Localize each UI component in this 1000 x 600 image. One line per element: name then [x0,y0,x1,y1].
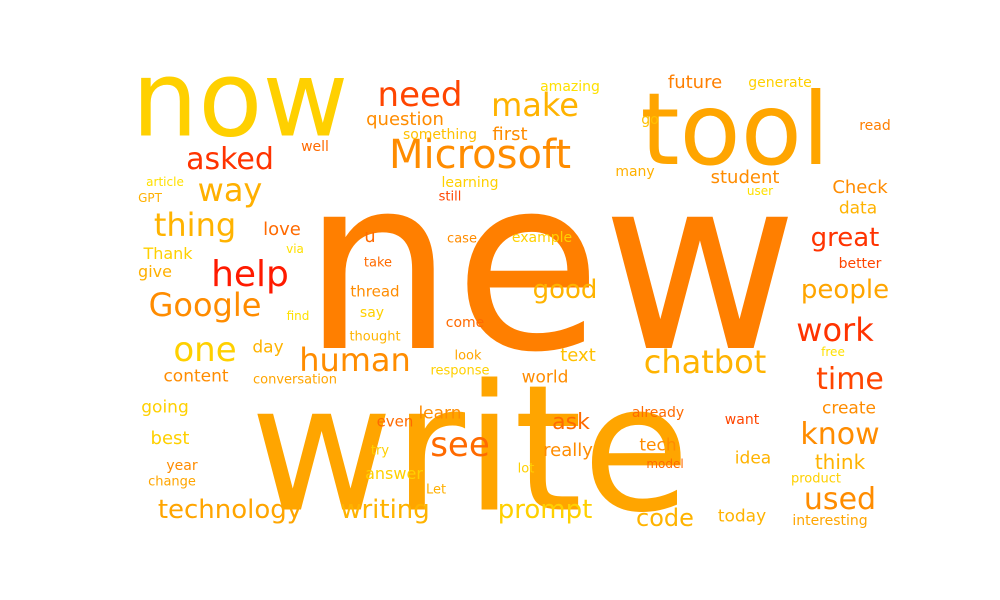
word: great [810,223,880,253]
word: create [822,398,876,419]
word: user [746,184,774,198]
word: well [301,139,329,155]
word: thing [153,206,237,244]
word: come [445,315,485,331]
word: learning [441,175,499,191]
word: product [790,471,842,487]
word: future [667,72,723,93]
word: text [560,345,596,366]
word: see [430,425,490,465]
word: Let [425,482,447,498]
word: prompt [497,495,593,525]
word: student [710,167,780,188]
word: response [430,363,490,379]
word: used [803,482,877,517]
word: model [646,457,684,471]
word: human [299,341,411,379]
word: work [796,311,874,349]
word: best [150,428,190,449]
word: today [717,506,767,527]
word: conversation [252,372,338,388]
word: already [631,405,685,421]
word: code [636,504,694,532]
word: case [447,231,477,247]
word: need [377,75,463,115]
word: something [402,127,478,143]
word: technology [157,495,303,525]
word: really [543,440,593,461]
word: still [438,189,462,205]
word: article [146,175,184,189]
word: thought [349,329,401,345]
word: year [166,458,198,474]
word: go [641,112,659,128]
word: way [197,171,263,209]
word: read [859,118,891,134]
word: know [800,417,880,452]
word: lot [517,461,535,477]
word: find [286,309,310,323]
word: make [491,86,579,124]
word: u [364,226,376,247]
word: content [163,366,229,387]
word: try [370,443,390,459]
word: ask [552,410,590,435]
word: even [376,412,414,431]
word: many [615,164,655,180]
word: help [211,254,289,295]
word: chatbot [643,343,767,381]
word: better [838,256,882,272]
word: change [148,474,196,490]
word: first [492,124,528,145]
word: new [301,125,799,405]
word: amazing [540,79,600,95]
word: Check [832,177,888,198]
word: thread [350,282,400,301]
word: interesting [792,513,868,529]
word: tech [639,435,677,456]
word: world [521,367,569,388]
word: give [138,262,172,281]
word: learn [418,403,462,424]
word: answer [365,464,423,483]
word: take [363,255,393,271]
word: idea [734,448,772,469]
word: data [838,198,878,219]
word: say [359,305,385,321]
word: people [800,275,890,305]
word: time [816,362,884,397]
word: look [454,348,482,364]
word: Microsoft [388,132,572,178]
word: via [286,242,304,256]
word: now [131,38,349,161]
word: want [724,412,760,428]
word: Google [148,286,262,324]
word: generate [748,75,812,91]
word: question [366,109,444,130]
word: tool [640,71,830,188]
word: one [173,330,237,370]
word: writing [340,495,430,525]
word: asked [186,142,274,177]
word: write [250,348,690,552]
word: GPT [138,191,162,205]
word: going [141,397,189,418]
word: good [532,275,598,305]
word: think [814,450,866,474]
word: love [263,219,301,240]
word: free [821,345,845,359]
word: example [511,230,573,246]
word: Thank [143,244,193,263]
word: day [252,337,284,358]
